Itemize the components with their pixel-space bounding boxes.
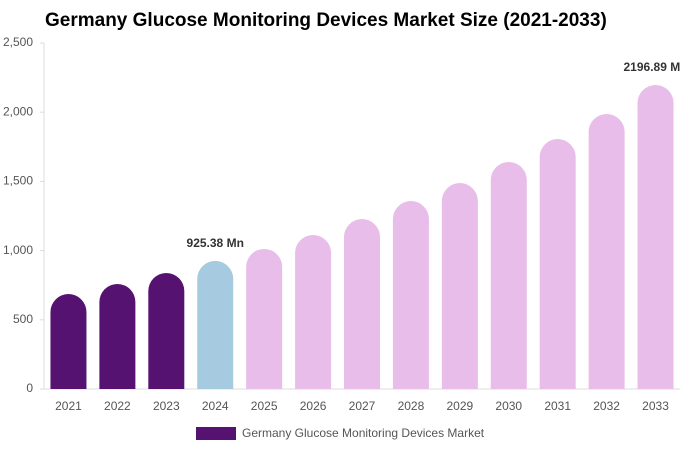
x-tick-label: 2028 (398, 399, 425, 413)
y-tick-label: 1,500 (3, 174, 33, 188)
value-label: 2196.89 Mn (624, 60, 680, 74)
x-tick-label: 2026 (300, 399, 327, 413)
value-label: 925.38 Mn (187, 236, 244, 250)
x-tick-label: 2029 (446, 399, 473, 413)
x-tick-label: 2030 (495, 399, 522, 413)
legend-swatch (196, 427, 236, 440)
y-tick-label: 2,500 (3, 35, 33, 49)
legend-label: Germany Glucose Monitoring Devices Marke… (242, 426, 485, 440)
x-tick-label: 2032 (593, 399, 620, 413)
x-tick-label: 2033 (642, 399, 669, 413)
bar (99, 283, 136, 389)
bar (295, 234, 332, 389)
bar (588, 113, 625, 389)
bar (344, 219, 380, 389)
y-tick-label: 500 (13, 312, 33, 326)
x-tick-label: 2031 (544, 399, 571, 413)
x-tick-label: 2021 (55, 399, 82, 413)
y-tick-label: 0 (26, 381, 33, 395)
bar (246, 248, 283, 389)
x-tick-label: 2024 (202, 399, 229, 413)
bar (148, 273, 185, 389)
bar (197, 260, 234, 389)
x-tick-label: 2025 (251, 399, 278, 413)
x-tick-label: 2022 (104, 399, 131, 413)
y-tick-label: 2,000 (3, 104, 33, 118)
bar (637, 84, 674, 389)
x-tick-label: 2027 (349, 399, 376, 413)
bar (539, 139, 576, 389)
bar (392, 201, 429, 389)
chart-title: Germany Glucose Monitoring Devices Marke… (45, 10, 607, 31)
bar (441, 183, 478, 389)
bar (490, 162, 527, 389)
bar (50, 294, 87, 389)
x-tick-label: 2023 (153, 399, 180, 413)
y-tick-label: 1,000 (3, 243, 33, 257)
